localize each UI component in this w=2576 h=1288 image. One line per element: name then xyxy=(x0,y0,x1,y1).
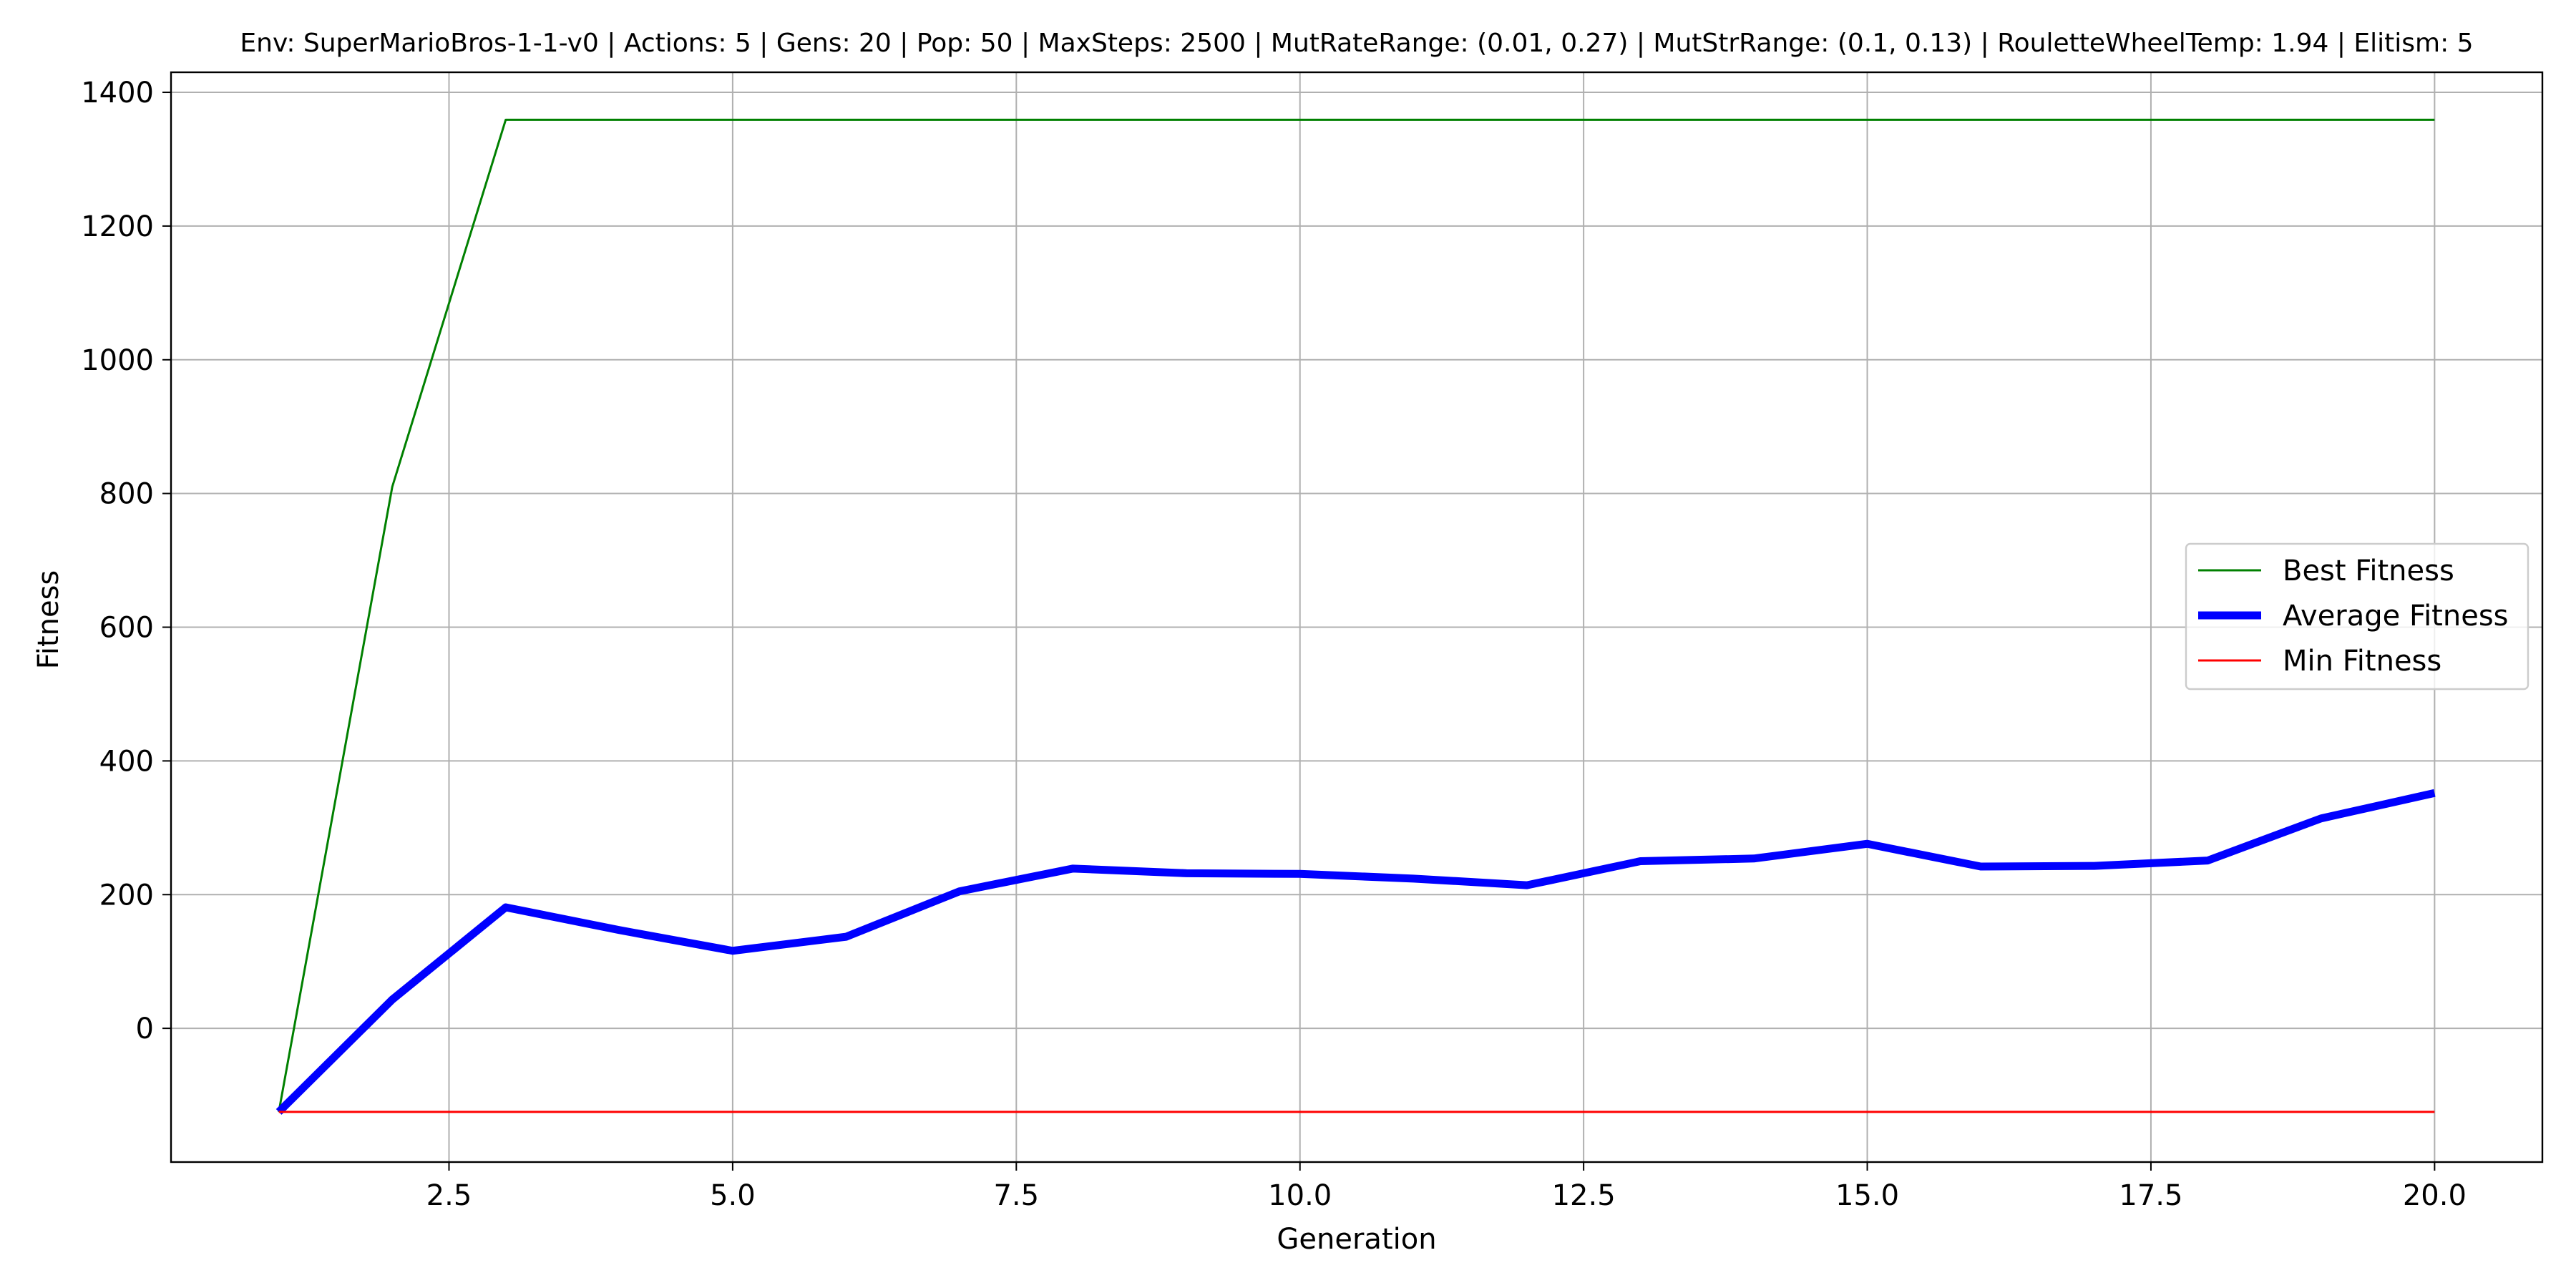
plot-frame xyxy=(170,71,2544,1163)
y-axis-label: Fitness xyxy=(32,570,65,670)
y-tick-label: 800 xyxy=(99,478,154,511)
x-tick-label: 15.0 xyxy=(1835,1179,1899,1212)
legend: Best Fitness Average Fitness Min Fitness xyxy=(2185,542,2529,691)
series-line-average-fitness xyxy=(275,789,2436,1115)
y-tick-label: 0 xyxy=(136,1013,154,1045)
legend-label-best-fitness: Best Fitness xyxy=(2283,555,2454,587)
x-tick-label: 7.5 xyxy=(993,1179,1039,1212)
y-tick-label: 200 xyxy=(99,879,154,912)
x-tick-label: 12.5 xyxy=(1552,1179,1616,1212)
y-tick-label: 400 xyxy=(99,745,154,778)
legend-label-average-fitness: Average Fitness xyxy=(2283,600,2509,633)
x-tick-label: 2.5 xyxy=(426,1179,472,1212)
plot-area xyxy=(171,72,2542,1162)
y-axis-ticks: 0 200 400 600 800 1000 1200 1400 xyxy=(81,77,171,1045)
y-tick-label: 600 xyxy=(99,612,154,645)
y-tick-label: 1000 xyxy=(81,344,154,377)
x-axis-label: Generation xyxy=(1277,1223,1436,1256)
x-tick-label: 10.0 xyxy=(1268,1179,1332,1212)
legend-label-min-fitness: Min Fitness xyxy=(2283,645,2441,678)
chart-title: Env: SuperMarioBros-1-1-v0 | Actions: 5 … xyxy=(240,29,2473,58)
x-tick-label: 5.0 xyxy=(710,1179,756,1212)
series-line-best-fitness xyxy=(278,118,2435,1113)
x-axis-ticks: 2.5 5.0 7.5 10.0 12.5 15.0 17.5 20.0 xyxy=(426,1162,2467,1212)
x-tick-label: 17.5 xyxy=(2119,1179,2182,1212)
y-tick-label: 1200 xyxy=(81,210,154,243)
x-tick-label: 20.0 xyxy=(2403,1179,2467,1212)
y-tick-label: 1400 xyxy=(81,77,154,109)
series-layer xyxy=(275,118,2436,1115)
legend-box xyxy=(2185,542,2529,691)
